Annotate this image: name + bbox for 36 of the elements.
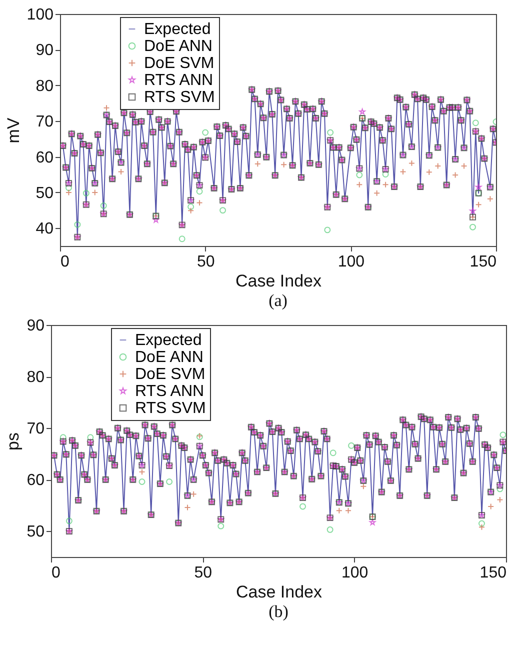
x-axis-title: Case Index [236,272,322,290]
y-tick-label: 70 [26,420,45,438]
x-tick-label: 150 [480,564,507,582]
legend-label: DoE ANN [135,349,204,366]
legend-label: Expected [135,332,202,349]
legend-label: Expected [144,21,211,38]
y-tick-label: 90 [26,318,45,334]
x-tick-label: 0 [60,254,70,270]
legend-label: DoE SVM [144,55,214,72]
y-tick-label: 40 [36,220,54,238]
y-tick-label: 70 [36,114,54,131]
y-tick-label: 90 [36,42,54,60]
y-axis-title: mV [4,117,23,144]
y-tick-label: 80 [26,369,45,386]
y-tick-label: 50 [36,184,54,202]
x-tick-label: 50 [194,564,212,582]
x-tick-label: 0 [52,564,60,582]
y-axis-title: ps [4,432,23,450]
x-tick-label: 100 [341,564,368,582]
x-axis-title: Case Index [236,582,322,602]
y-tick-label: 60 [36,149,54,166]
legend-label: RTS ANN [135,383,204,400]
y-tick-label: 80 [36,78,54,95]
legend-label: DoE SVM [135,366,206,383]
y-tick-label: 50 [26,524,45,541]
legend-label: RTS ANN [144,72,214,89]
text: (a) [268,291,288,310]
x-tick-label: 150 [470,254,497,270]
y-tick-label: 100 [26,6,54,24]
x-tick-label: 100 [338,254,365,270]
legend-label: RTS SVM [135,400,206,417]
legend-label: RTS SVM [144,89,215,106]
x-tick-label: 50 [196,254,215,270]
legend-label: DoE ANN [144,38,212,55]
y-tick-label: 60 [26,472,45,490]
text: (b) [268,602,288,621]
